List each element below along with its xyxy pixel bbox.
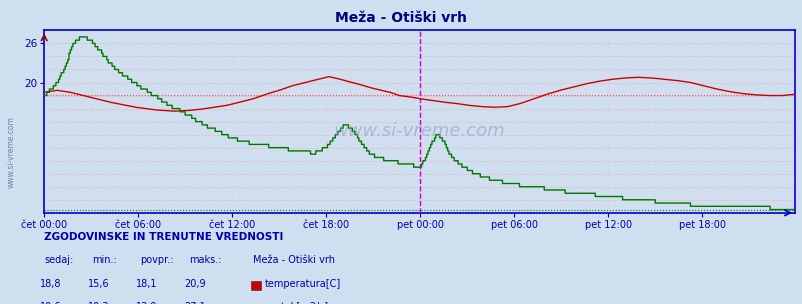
Text: 10,6: 10,6 bbox=[40, 302, 61, 304]
Text: temperatura[C]: temperatura[C] bbox=[265, 279, 341, 289]
Text: min.:: min.: bbox=[92, 255, 117, 265]
Text: pretok[m3/s]: pretok[m3/s] bbox=[265, 302, 328, 304]
Text: Meža - Otiški vrh: Meža - Otiški vrh bbox=[335, 11, 467, 25]
Text: 27,1: 27,1 bbox=[184, 302, 206, 304]
Text: Meža - Otiški vrh: Meža - Otiški vrh bbox=[253, 255, 334, 265]
Text: maks.:: maks.: bbox=[188, 255, 221, 265]
Text: 13,9: 13,9 bbox=[136, 302, 157, 304]
Text: 18,8: 18,8 bbox=[40, 279, 61, 289]
Text: 15,6: 15,6 bbox=[88, 279, 109, 289]
Text: www.si-vreme.com: www.si-vreme.com bbox=[6, 116, 15, 188]
Text: 20,9: 20,9 bbox=[184, 279, 205, 289]
Text: ZGODOVINSKE IN TRENUTNE VREDNOSTI: ZGODOVINSKE IN TRENUTNE VREDNOSTI bbox=[44, 232, 283, 242]
Text: www.si-vreme.com: www.si-vreme.com bbox=[334, 122, 504, 140]
Text: povpr.:: povpr.: bbox=[140, 255, 174, 265]
Text: 10,3: 10,3 bbox=[88, 302, 109, 304]
Text: 18,1: 18,1 bbox=[136, 279, 157, 289]
Text: sedaj:: sedaj: bbox=[44, 255, 73, 265]
